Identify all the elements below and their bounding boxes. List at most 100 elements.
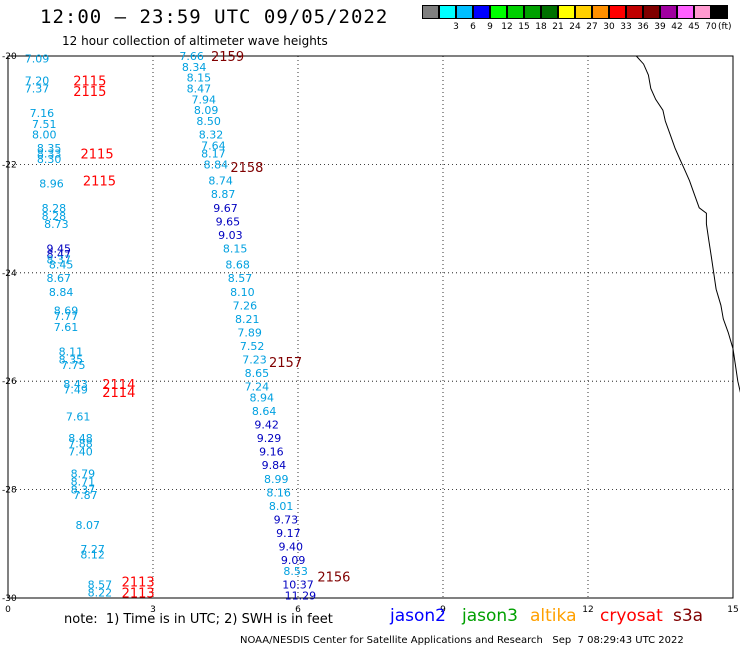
wave-height-value: 8.47 <box>47 248 72 261</box>
legend-swatch-label: 39 <box>654 22 666 32</box>
wave-height-value: 7.37 <box>25 83 50 96</box>
wave-height-value: 7.40 <box>68 446 93 459</box>
wave-height-value: 7.52 <box>240 340 265 353</box>
legend-swatch <box>575 5 592 19</box>
wave-height-value: 8.53 <box>283 565 308 578</box>
wave-height-value: 8.30 <box>37 153 62 166</box>
x-tick-label: 15 <box>727 605 738 615</box>
wave-height-value: 8.94 <box>250 391 275 404</box>
satellite-label: s3a <box>673 606 704 626</box>
y-tick-label: -30 <box>2 594 17 604</box>
wave-height-value: 9.17 <box>276 527 301 540</box>
wave-height-value: 9.03 <box>218 229 243 242</box>
track-label: 2159 <box>211 50 244 65</box>
legend-swatch <box>694 5 711 19</box>
wave-height-value: 8.79 <box>71 467 96 480</box>
wave-height-value: 7.77 <box>54 310 79 323</box>
wave-height-value: 8.15 <box>187 72 212 85</box>
legend-swatch-label: 30 <box>603 22 615 32</box>
track-label: 2115 <box>83 175 116 190</box>
x-tick-label: 12 <box>582 605 593 615</box>
legend-swatch-label: 3 <box>453 22 459 32</box>
legend-swatch-label: 42 <box>671 22 683 32</box>
y-tick-label: -20 <box>2 52 17 62</box>
wave-height-value: 7.26 <box>233 299 258 312</box>
legend-swatch <box>439 5 456 19</box>
wave-height-value: 8.21 <box>235 313 260 326</box>
legend-swatch-label: 24 <box>569 22 581 32</box>
y-tick-label: -22 <box>2 160 17 170</box>
wave-height-value: 7.49 <box>63 383 88 396</box>
legend-swatch <box>660 5 677 19</box>
y-tick-label: -28 <box>2 486 17 496</box>
wave-height-value: 7.88 <box>68 438 93 451</box>
legend-swatch <box>643 5 660 19</box>
legend-swatch <box>422 5 439 19</box>
wave-height-value: 8.47 <box>187 83 212 96</box>
page-subtitle: 12 hour collection of altimeter wave hei… <box>62 34 328 48</box>
wave-height-value: 8.84 <box>49 286 74 299</box>
wave-height-value: 8.09 <box>194 104 219 117</box>
wave-height-value: 8.73 <box>44 218 69 231</box>
wave-height-value: 8.33 <box>37 148 62 161</box>
legend-swatch <box>592 5 609 19</box>
wave-height-value: 8.57 <box>228 272 253 285</box>
wave-height-value: 8.10 <box>230 286 255 299</box>
legend-swatch-label: 27 <box>586 22 598 32</box>
wave-height-value: 8.74 <box>208 175 233 188</box>
wave-height-value: 8.96 <box>39 177 64 190</box>
legend-swatch <box>558 5 575 19</box>
wave-height-value: 7.51 <box>32 118 57 131</box>
wave-height-value: 8.48 <box>68 432 93 445</box>
wave-height-value: 8.11 <box>59 345 84 358</box>
track-label: 2115 <box>81 148 114 163</box>
wave-height-value: 8.16 <box>266 486 291 499</box>
wave-height-value: 9.16 <box>259 446 284 459</box>
x-tick-label: 9 <box>440 605 446 615</box>
legend-swatch-label: 12 <box>501 22 513 32</box>
satellite-label: cryosat <box>600 606 663 626</box>
x-tick-label: 3 <box>150 605 156 615</box>
satellite-label: jason3 <box>462 606 518 626</box>
wave-height-value: 8.12 <box>80 549 105 562</box>
wave-height-value: 8.17 <box>201 148 226 161</box>
wave-height-value: 8.57 <box>88 578 113 591</box>
track-label: 2156 <box>317 570 350 585</box>
wave-height-value: 7.64 <box>201 139 226 152</box>
wave-height-value: 7.16 <box>30 107 55 120</box>
credit-timestamp: Sep 7 08:29:43 UTC 2022 <box>552 635 684 646</box>
y-tick-label: -26 <box>2 377 17 387</box>
wave-height-value: 8.34 <box>182 61 207 74</box>
legend-swatch <box>711 5 728 19</box>
wave-height-value: 7.75 <box>61 359 86 372</box>
wave-height-value: 8.99 <box>264 473 289 486</box>
x-tick-label: 0 <box>5 605 11 615</box>
wave-height-value: 8.00 <box>32 129 57 142</box>
wave-height-value: 8.28 <box>42 202 67 215</box>
legend-swatch-label: 33 <box>620 22 632 32</box>
wave-height-value: 7.66 <box>179 50 204 63</box>
satellite-label: altika <box>530 606 577 626</box>
wave-height-value: 8.68 <box>225 259 250 272</box>
wave-height-value: 7.23 <box>242 354 267 367</box>
credit-text: NOAA/NESDIS Center for Satellite Applica… <box>240 635 543 646</box>
wave-height-value: 8.45 <box>49 259 74 272</box>
wave-height-value: 8.22 <box>88 587 113 600</box>
satellite-label: jason2 <box>390 606 446 626</box>
wave-height-value: 9.45 <box>47 242 72 255</box>
footer-note: note: 1) Time is in UTC; 2) SWH is in fe… <box>64 612 333 627</box>
legend-swatch-label: 21 <box>552 22 564 32</box>
legend-swatch <box>507 5 524 19</box>
wave-height-value: 7.27 <box>80 543 105 556</box>
wave-height-value: 8.71 <box>71 475 96 488</box>
wave-height-value: 7.20 <box>25 74 50 87</box>
wave-height-value: 8.37 <box>47 253 72 266</box>
wave-height-value: 7.94 <box>192 93 217 106</box>
legend-swatch-label: 45 <box>688 22 700 32</box>
wave-height-value: 7.61 <box>54 321 79 334</box>
legend-swatch <box>524 5 541 19</box>
footer-credit: NOAA/NESDIS Center for Satellite Applica… <box>240 635 684 646</box>
wave-height-value: 8.01 <box>269 500 294 513</box>
track-label: 2157 <box>269 356 302 371</box>
